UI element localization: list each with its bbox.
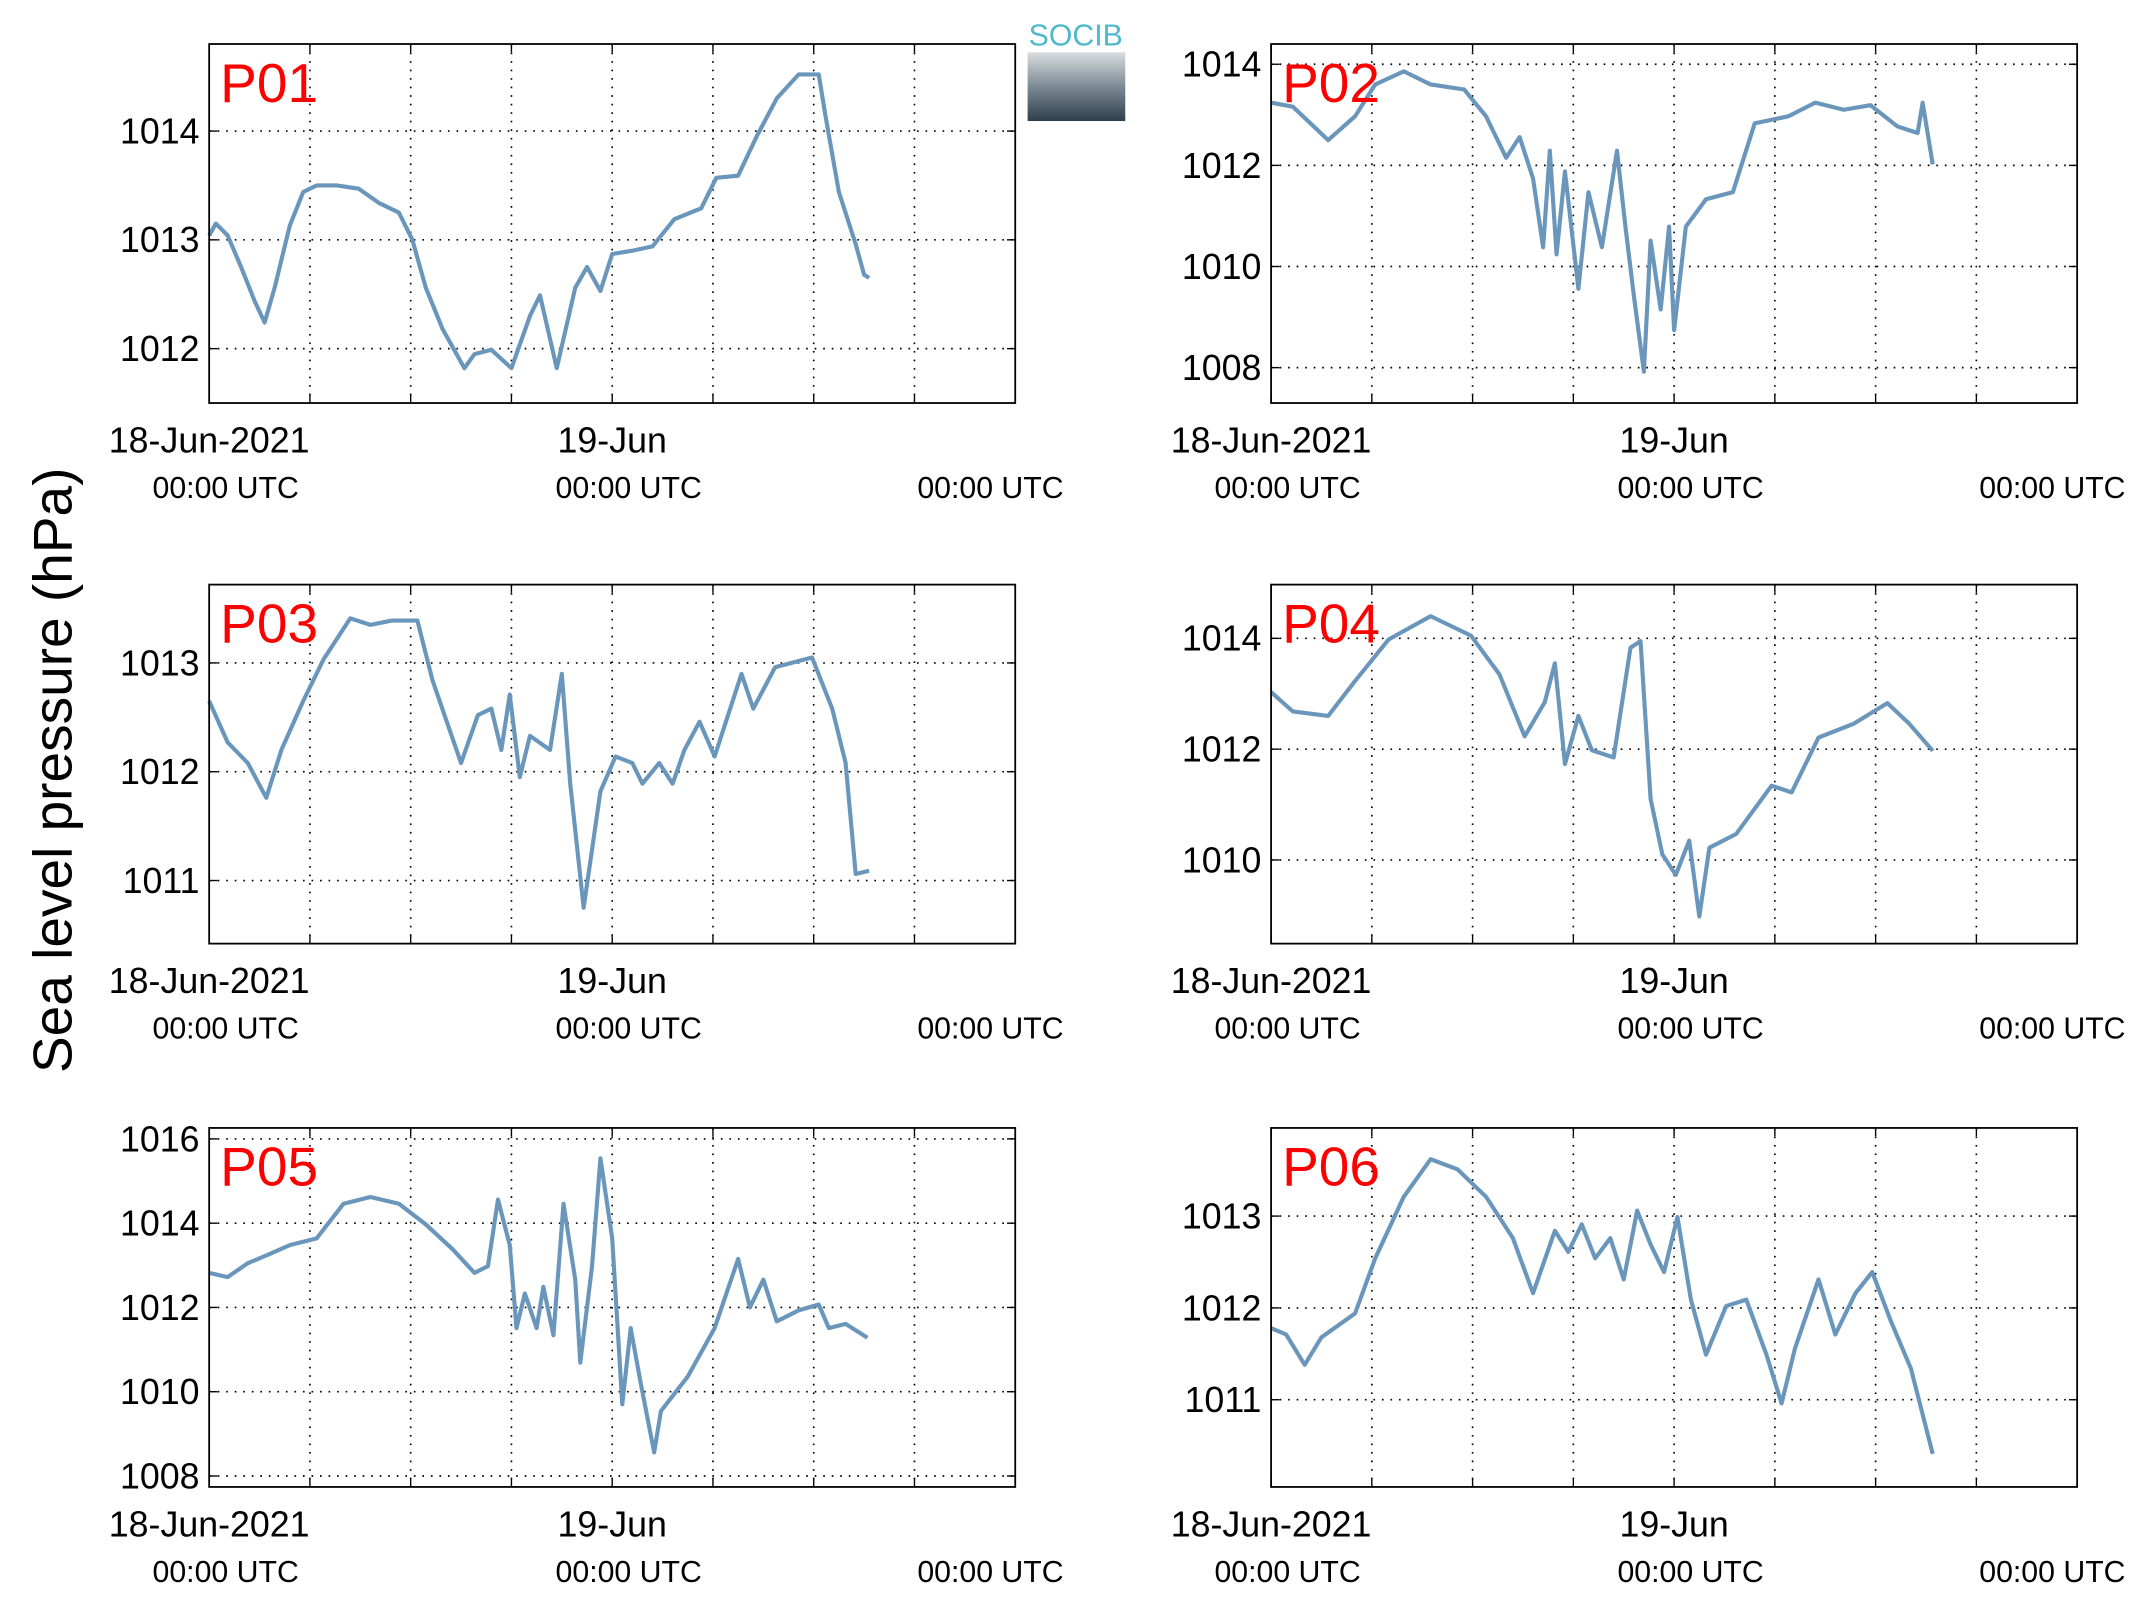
panel-title: P03 (220, 592, 318, 654)
panel-title: P06 (1282, 1136, 1380, 1198)
x-tick-time: 00:00 UTC (1979, 472, 2125, 505)
y-tick-label: 1010 (120, 1372, 200, 1412)
x-tick-label: 18-Jun-2021 (1171, 1504, 1372, 1544)
data-line (1270, 69, 1935, 374)
x-tick-label: 18-Jun-2021 (1171, 961, 1372, 1001)
y-tick-label: 1012 (120, 1288, 200, 1328)
x-tick-time: 00:00 UTC (153, 1013, 299, 1046)
x-tick-time: 00:00 UTC (153, 1556, 299, 1589)
x-tick-label: 19-Jun (1619, 1504, 1728, 1544)
logo-box (1027, 52, 1126, 122)
x-tick-label: 19-Jun (558, 961, 667, 1001)
data-line (207, 72, 871, 371)
x-tick-label: 18-Jun-2021 (109, 961, 310, 1001)
y-tick-label: 1010 (1182, 840, 1262, 880)
x-tick-label: 18-Jun-2021 (1171, 421, 1372, 461)
x-tick-time: 00:00 UTC (1214, 1013, 1360, 1046)
x-tick-label: 19-Jun (558, 421, 667, 461)
data-line (1270, 1157, 1935, 1455)
panel-title: P02 (1282, 52, 1380, 114)
x-tick-time: 00:00 UTC (1617, 1556, 1763, 1589)
x-tick-time: 00:00 UTC (556, 472, 702, 505)
x-tick-time: 00:00 UTC (556, 1556, 702, 1589)
panel: 1008 1010 1012 1014 18-Jun-2021 00:00 UTC 19-J… (1171, 43, 2126, 505)
y-tick-label: 1008 (120, 1456, 200, 1496)
panel-title: P04 (1282, 592, 1380, 654)
y-tick-label: 1012 (1182, 146, 1262, 186)
y-tick-label: 1012 (120, 752, 200, 792)
panel-title: P01 (220, 52, 318, 114)
plot-frame (208, 583, 1017, 945)
y-tick-label: 1013 (1182, 1196, 1262, 1236)
x-tick-time: 00:00 UTC (917, 472, 1063, 505)
y-tick-label: 1013 (120, 220, 200, 260)
y-tick-label: 1016 (120, 1119, 200, 1159)
plot-frame (208, 43, 1017, 404)
x-tick-time: 00:00 UTC (917, 1013, 1063, 1046)
y-tick-label: 1008 (1182, 348, 1262, 388)
panel: 1011 1012 1013 18-Jun-2021 00:00 UTC 19-Jun 00… (109, 583, 1064, 1046)
x-tick-time: 00:00 UTC (1617, 1013, 1763, 1046)
y-tick-label: 1014 (120, 111, 200, 151)
x-tick-time: 00:00 UTC (1979, 1013, 2125, 1046)
x-tick-label: 18-Jun-2021 (109, 421, 310, 461)
y-tick-label: 1011 (123, 861, 200, 901)
panel-title: P05 (220, 1136, 318, 1198)
x-tick-label: 18-Jun-2021 (109, 1504, 310, 1544)
x-tick-time: 00:00 UTC (1979, 1556, 2125, 1589)
panel: 1010 1012 1014 18-Jun-2021 00:00 UTC 19-Jun 00… (1171, 583, 2126, 1046)
x-tick-label: 19-Jun (558, 1504, 667, 1544)
x-tick-label: 19-Jun (1619, 961, 1728, 1001)
y-tick-label: 1013 (120, 643, 200, 683)
x-tick-time: 00:00 UTC (1214, 1556, 1360, 1589)
y-tick-label: 1014 (120, 1204, 200, 1244)
plot-frame (208, 1127, 1017, 1488)
data-line (207, 616, 870, 910)
plot-frame (1270, 583, 2079, 945)
plot-frame (1270, 43, 2079, 404)
x-tick-time: 00:00 UTC (556, 1013, 702, 1046)
y-tick-label: 1012 (120, 329, 200, 369)
y-tick-label: 1011 (1185, 1380, 1262, 1420)
y-tick-label: 1010 (1182, 247, 1262, 287)
y-tick-label: 1012 (1182, 1288, 1262, 1328)
y-axis-label: Sea level pressure (hPa) (22, 468, 84, 1073)
logo: SOCIB (1029, 19, 1123, 52)
y-tick-label: 1012 (1182, 730, 1262, 770)
x-tick-label: 19-Jun (1619, 421, 1728, 461)
plot-frame (1270, 1127, 2079, 1488)
x-tick-time: 00:00 UTC (917, 1556, 1063, 1589)
y-tick-label: 1014 (1182, 45, 1262, 85)
panel: 1011 1012 1013 18-Jun-2021 00:00 UTC 19-Jun 00… (1171, 1127, 2126, 1589)
panel: 1008 1010 1012 1014 1016 18-Jun-2021 00:00 UTC… (109, 1119, 1064, 1589)
x-tick-time: 00:00 UTC (1214, 472, 1360, 505)
data-line (1269, 614, 1935, 919)
panel: 1012 1013 1014 18-Jun-2021 00:00 UTC 19-Jun 00… (109, 43, 1064, 505)
data-line (208, 1156, 869, 1455)
y-tick-label: 1014 (1182, 619, 1262, 659)
x-tick-time: 00:00 UTC (1617, 472, 1763, 505)
x-tick-time: 00:00 UTC (153, 472, 299, 505)
